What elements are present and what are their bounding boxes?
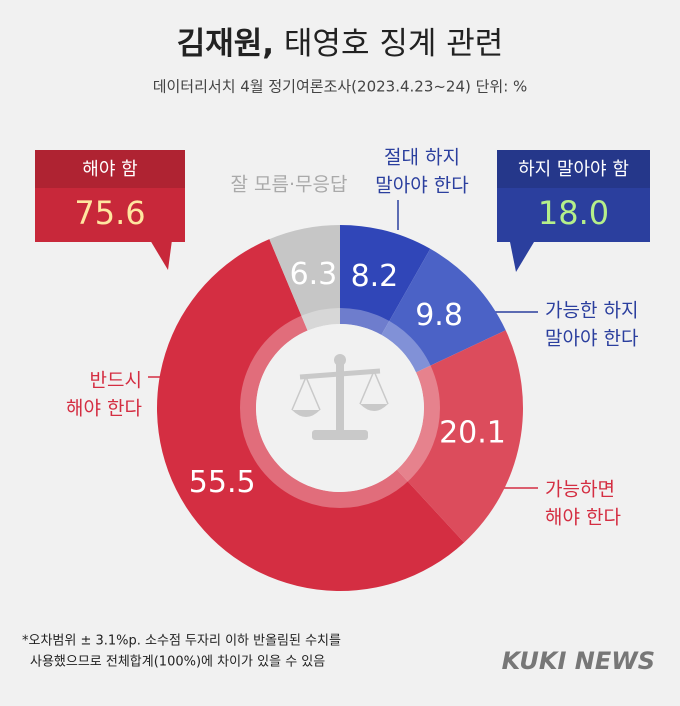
donut-segment (396, 330, 523, 543)
callout-header (35, 150, 185, 188)
category-label: 잘 모름·무응답 (231, 174, 348, 196)
callout-header (497, 150, 650, 188)
donut-segment (340, 225, 431, 335)
footnote: 사용했으므로 전체합계(100%)에 차이가 있을 수 있음 (30, 654, 325, 670)
group-value: 18.0 (538, 194, 609, 232)
scale-icon (291, 354, 389, 440)
donut-segment (381, 248, 506, 373)
category-label: 해야 한다 (66, 398, 142, 420)
segment-value: 55.5 (189, 465, 256, 500)
category-label: 말아야 한다 (375, 175, 468, 197)
segment-value: 6.3 (290, 257, 338, 292)
donut-segment (269, 225, 340, 331)
chart-title: 김재원, 태영호 징계 관련 (177, 26, 504, 62)
icon-part (291, 369, 389, 411)
category-label: 절대 하지 (384, 147, 460, 169)
category-label: 가능한 하지 (545, 300, 638, 322)
icon-part (334, 354, 346, 366)
category-label: 말아야 한다 (545, 328, 638, 350)
group-value: 75.6 (74, 194, 145, 232)
callout-box (35, 150, 185, 242)
category-label: 반드시 (90, 370, 142, 392)
inner-ring (240, 308, 440, 508)
segment-value: 8.2 (351, 259, 399, 294)
callout-pointer (510, 242, 534, 272)
footnote: *오차범위 ± 3.1%p. 소수점 두자리 이하 반올림된 수치를 (22, 634, 341, 649)
segment-value: 9.8 (415, 298, 463, 333)
icon-part (299, 368, 381, 380)
callout-pointer (150, 240, 172, 270)
category-label: 가능하면 (545, 479, 615, 501)
callout-box (497, 150, 650, 242)
category-label: 해야 한다 (545, 507, 621, 529)
brand: KUKI NEWS (502, 647, 655, 675)
chart-subtitle: 데이터리서치 4월 정기여론조사(2023.4.23~24) 단위: % (153, 78, 528, 96)
icon-part (360, 404, 388, 411)
icon-part (336, 362, 344, 432)
icon-part (292, 410, 320, 417)
group-name: 해야 함 (82, 159, 137, 180)
segment-value: 20.1 (439, 415, 506, 450)
icon-part (312, 430, 368, 440)
group-name: 하지 말아야 함 (518, 159, 629, 180)
donut-segment (157, 239, 465, 591)
